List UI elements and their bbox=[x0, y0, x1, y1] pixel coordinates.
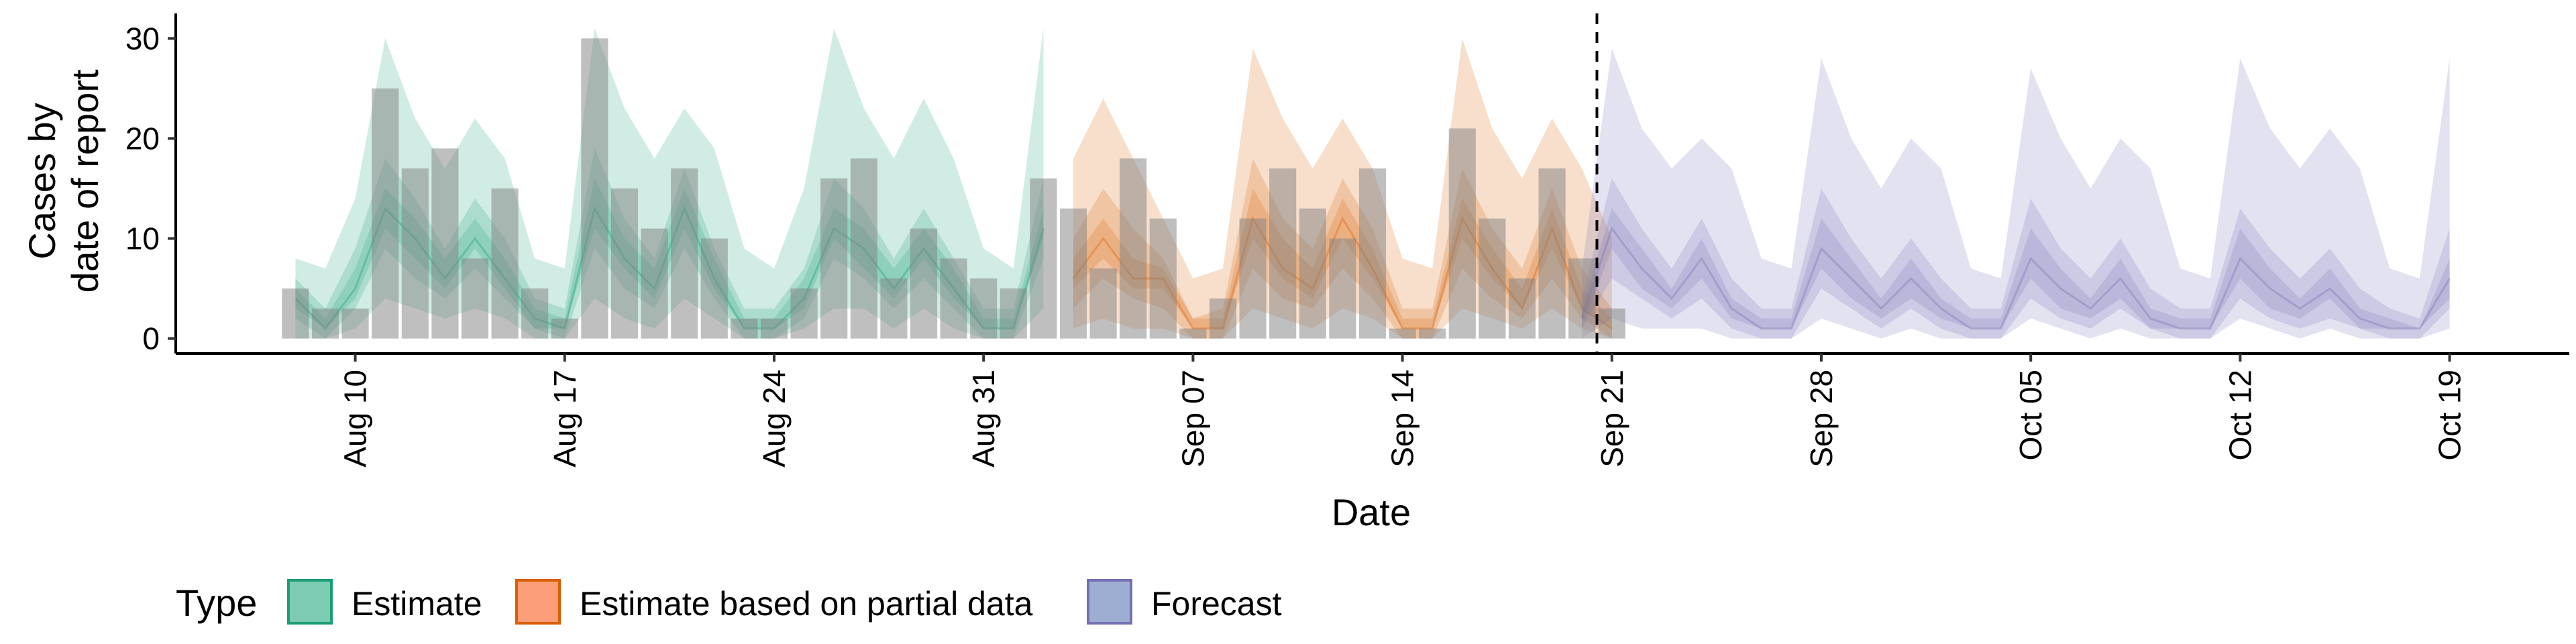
bar bbox=[1419, 328, 1446, 339]
legend-item: Estimate bbox=[287, 579, 482, 625]
legend-swatch bbox=[1087, 579, 1132, 625]
x-ticks: Aug 10 Aug 17 Aug 24 Aug 31 Sep 07 Sep 14 Sep … bbox=[338, 354, 2467, 468]
bar bbox=[700, 238, 728, 339]
ribbon-50 bbox=[1582, 178, 2450, 339]
bar bbox=[1508, 278, 1536, 339]
bar bbox=[760, 318, 788, 339]
bar bbox=[1120, 158, 1147, 339]
bar bbox=[1239, 218, 1267, 339]
x-tick-label: Oct 05 bbox=[2013, 370, 2048, 461]
ribbon-50 bbox=[295, 148, 1044, 339]
bar bbox=[431, 148, 459, 339]
y-tick-label: 10 bbox=[125, 221, 160, 256]
bar bbox=[341, 308, 369, 339]
x-tick-label: Aug 10 bbox=[338, 370, 373, 468]
bar bbox=[311, 308, 339, 339]
bar bbox=[1030, 178, 1057, 339]
y-tick-label: 0 bbox=[142, 321, 160, 356]
y-ticks: 0 10 20 30 bbox=[125, 21, 176, 356]
bar bbox=[551, 318, 578, 339]
bar bbox=[1179, 328, 1207, 339]
x-tick-label: Aug 31 bbox=[966, 370, 1001, 468]
bar bbox=[1568, 258, 1596, 339]
bar bbox=[940, 258, 967, 339]
legend-swatch bbox=[287, 579, 333, 625]
bar bbox=[1448, 128, 1476, 339]
bar bbox=[1299, 208, 1326, 339]
bar bbox=[731, 318, 758, 339]
x-tick-label: Sep 14 bbox=[1385, 370, 1420, 468]
bar bbox=[671, 168, 698, 339]
bar bbox=[372, 88, 399, 339]
legend-item: Forecast bbox=[1087, 579, 1282, 625]
bar bbox=[850, 158, 877, 339]
bar bbox=[282, 288, 309, 339]
bar bbox=[1479, 218, 1506, 339]
y-axis-label-line1: Cases by bbox=[21, 103, 63, 259]
bar bbox=[1389, 328, 1416, 339]
x-tick-label: Aug 24 bbox=[757, 370, 792, 468]
ribbon-90 bbox=[1073, 38, 1612, 339]
legend: Type Estimate Estimate based on partial d… bbox=[176, 579, 1282, 625]
median-line bbox=[1580, 226, 2451, 330]
legend-title: Type bbox=[176, 582, 257, 624]
bar bbox=[970, 278, 998, 339]
legend-label: Estimate bbox=[352, 585, 482, 623]
bar bbox=[910, 228, 938, 339]
bar bbox=[790, 288, 818, 339]
bar bbox=[1358, 168, 1387, 339]
bar bbox=[521, 288, 549, 339]
bar bbox=[581, 38, 608, 339]
legend-label: Estimate based on partial data bbox=[580, 585, 1033, 623]
bar bbox=[491, 188, 519, 339]
x-tick-label: Sep 07 bbox=[1175, 370, 1210, 468]
bar bbox=[401, 168, 429, 339]
bar bbox=[1000, 288, 1027, 339]
y-axis-label-line2: date of report bbox=[64, 69, 106, 293]
ribbon-90 bbox=[1582, 48, 2450, 339]
ribbon-20 bbox=[1582, 208, 2450, 329]
x-tick-label: Sep 21 bbox=[1595, 370, 1629, 468]
x-tick-label: Sep 28 bbox=[1804, 370, 1839, 468]
bar bbox=[1209, 298, 1237, 339]
x-tick-label: Oct 12 bbox=[2222, 370, 2257, 461]
bar bbox=[461, 258, 489, 339]
bar bbox=[1059, 208, 1087, 339]
bar bbox=[1089, 268, 1117, 339]
legend-label: Forecast bbox=[1151, 585, 1282, 623]
bar bbox=[1149, 218, 1177, 339]
ribbon-20 bbox=[295, 178, 1044, 329]
x-axis-label: Date bbox=[1332, 491, 1411, 533]
legend-swatch bbox=[515, 579, 561, 625]
y-tick-label: 20 bbox=[125, 121, 160, 156]
bar bbox=[610, 188, 639, 339]
bar bbox=[880, 278, 908, 339]
bar bbox=[820, 178, 848, 339]
x-tick-label: Aug 17 bbox=[547, 370, 582, 468]
x-tick-label: Oct 19 bbox=[2432, 370, 2467, 461]
y-tick-label: 30 bbox=[125, 21, 160, 56]
bar bbox=[1598, 308, 1625, 339]
axes: Aug 10 Aug 17 Aug 24 Aug 31 Sep 07 Sep 14 Sep … bbox=[125, 13, 2569, 468]
bar bbox=[1329, 238, 1356, 339]
ribbon-20 bbox=[1073, 188, 1612, 329]
bar bbox=[641, 228, 668, 339]
legend-item: Estimate based on partial data bbox=[515, 579, 1033, 625]
bar bbox=[1269, 168, 1297, 339]
bar bbox=[1538, 168, 1566, 339]
observed-case-bars bbox=[282, 38, 1625, 339]
series-2 bbox=[1580, 48, 2451, 339]
